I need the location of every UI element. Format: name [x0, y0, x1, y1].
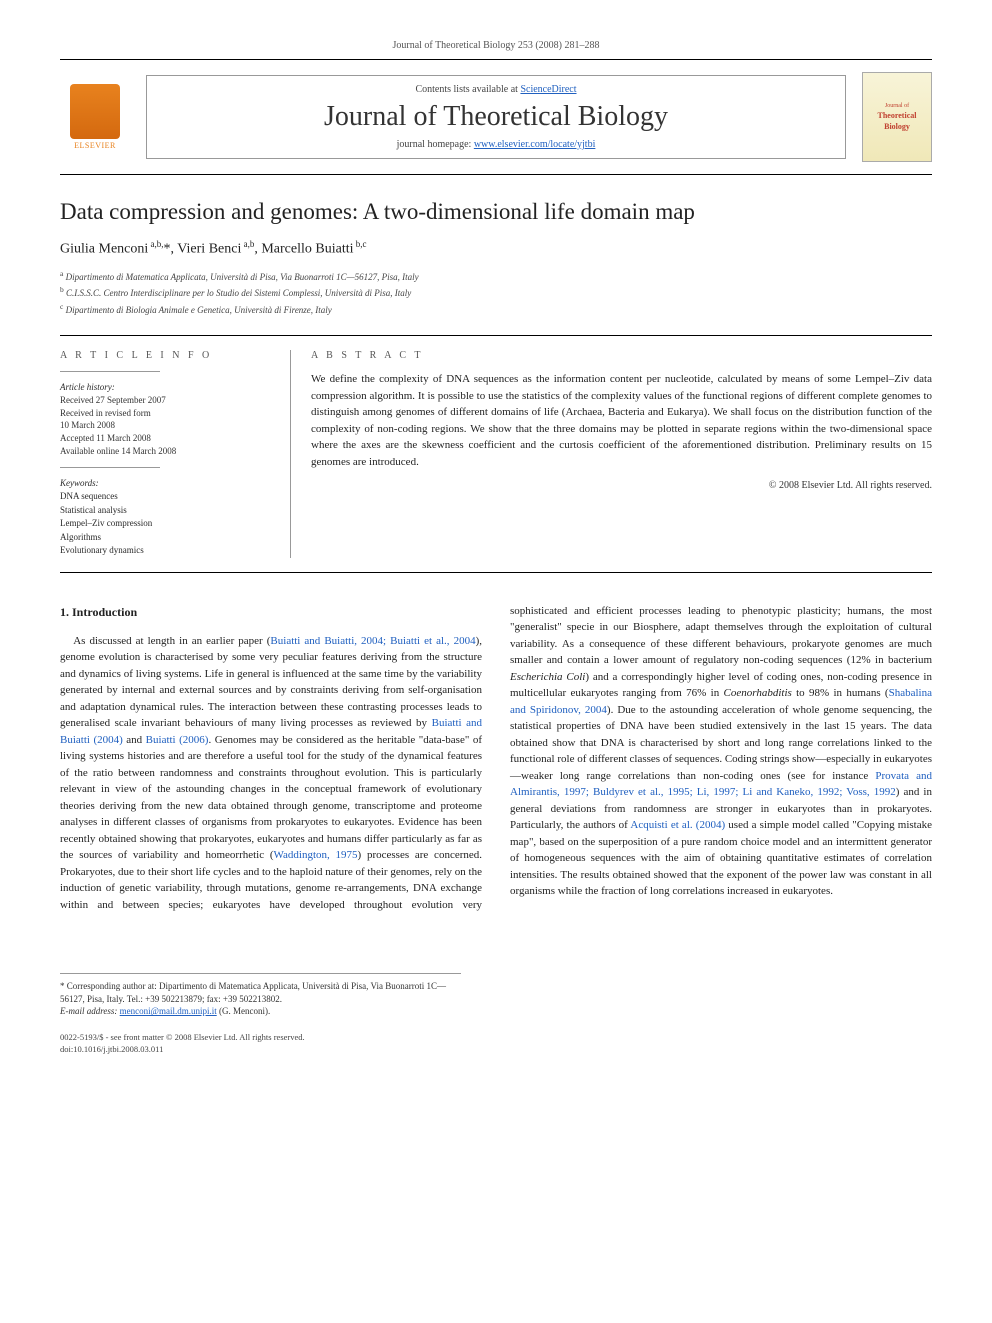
journal-header: Journal of Theoretical Biology 253 (2008…: [60, 40, 932, 51]
cite-buiatti-2004[interactable]: Buiatti and Buiatti, 2004; Buiatti et al…: [270, 635, 475, 647]
abstract-column: A B S T R A C T We define the complexity…: [290, 350, 932, 557]
cite-waddington-1975[interactable]: Waddington, 1975: [274, 849, 358, 861]
intro-paragraph: As discussed at length in an earlier pap…: [60, 603, 932, 914]
elsevier-tree-icon: [70, 84, 120, 139]
footnotes: * Corresponding author at: Dipartimento …: [60, 973, 461, 1018]
info-abstract-block: A R T I C L E I N F O Article history: R…: [60, 350, 932, 557]
corresponding-author-note: * Corresponding author at: Dipartimento …: [60, 980, 461, 1005]
email-line: E-mail address: menconi@mail.dm.unipi.it…: [60, 1005, 461, 1018]
journal-cover-thumb: Journal of Theoretical Biology: [862, 72, 932, 162]
cover-line1: Journal of: [885, 103, 909, 109]
contents-line: Contents lists available at ScienceDirec…: [159, 84, 833, 95]
section-1-heading: 1. Introduction: [60, 603, 482, 621]
homepage-prefix: journal homepage:: [397, 139, 474, 150]
abstract-text: We define the complexity of DNA sequence…: [311, 371, 932, 470]
p1-d: . Genomes may be considered as the herit…: [60, 734, 482, 862]
p1-b: ), genome evolution is characterised by …: [60, 635, 482, 730]
article-title: Data compression and genomes: A two-dime…: [60, 199, 932, 225]
keywords-heading: Keywords:: [60, 478, 260, 488]
p1-c: and: [123, 734, 146, 746]
affiliation-a: a a Dipartimento di Matematica Applicata…: [60, 268, 932, 285]
cover-line2: Theoretical: [878, 111, 917, 120]
p1-g: to 98% in humans (: [792, 687, 889, 699]
elsevier-logo: ELSEVIER: [60, 77, 130, 157]
top-rule: [60, 59, 932, 60]
article-info-heading: A R T I C L E I N F O: [60, 350, 260, 361]
section-rule: [60, 572, 932, 573]
body-two-column: 1. Introduction As discussed at length i…: [60, 603, 932, 914]
email-suffix: (G. Menconi).: [217, 1006, 271, 1016]
elsevier-label: ELSEVIER: [74, 141, 116, 150]
sciencedirect-link[interactable]: ScienceDirect: [520, 84, 576, 95]
journal-homepage: journal homepage: www.elsevier.com/locat…: [159, 139, 833, 150]
email-link[interactable]: menconi@mail.dm.unipi.it: [120, 1006, 217, 1016]
header-center: Contents lists available at ScienceDirec…: [146, 75, 846, 159]
affiliation-c: c Dipartimento di Biologia Animale e Gen…: [60, 301, 932, 318]
affiliation-b: b C.I.S.S.C. Centro Interdisciplinare pe…: [60, 284, 932, 301]
info-abstract-rule: [60, 335, 932, 336]
mid-rule: [60, 174, 932, 175]
doi-line: doi:10.1016/j.jtbi.2008.03.011: [60, 1044, 932, 1056]
abstract-copyright: © 2008 Elsevier Ltd. All rights reserved…: [311, 480, 932, 491]
authors: Giulia Menconi a,b,*, Vieri Benci a,b, M…: [60, 239, 932, 258]
em-coenorhabditis: Coenorhabditis: [724, 687, 792, 699]
cover-line3: Biology: [884, 122, 910, 131]
issn-line: 0022-5193/$ - see front matter © 2008 El…: [60, 1032, 932, 1044]
keywords-list: DNA sequences Statistical analysis Lempe…: [60, 490, 260, 558]
p1-a: As discussed at length in an earlier pap…: [73, 635, 270, 647]
affiliations: a a Dipartimento di Matematica Applicata…: [60, 268, 932, 318]
journal-title: Journal of Theoretical Biology: [159, 101, 833, 133]
em-ecoli: Escherichia Coli: [510, 671, 585, 683]
abstract-heading: A B S T R A C T: [311, 350, 932, 361]
cite-acquisti-2004[interactable]: Acquisti et al. (2004): [630, 819, 725, 831]
homepage-link[interactable]: www.elsevier.com/locate/yjtbi: [474, 139, 596, 150]
info-sep-1: [60, 371, 160, 372]
email-prefix: E-mail address:: [60, 1006, 120, 1016]
article-info: A R T I C L E I N F O Article history: R…: [60, 350, 260, 557]
info-sep-2: [60, 467, 160, 468]
bottom-meta: 0022-5193/$ - see front matter © 2008 El…: [60, 1032, 932, 1056]
header-box: ELSEVIER Contents lists available at Sci…: [60, 72, 932, 162]
contents-prefix: Contents lists available at: [415, 84, 520, 95]
history-body: Received 27 September 2007 Received in r…: [60, 394, 260, 457]
cite-buiatti-2006[interactable]: Buiatti (2006): [146, 734, 209, 746]
history-heading: Article history:: [60, 382, 260, 392]
